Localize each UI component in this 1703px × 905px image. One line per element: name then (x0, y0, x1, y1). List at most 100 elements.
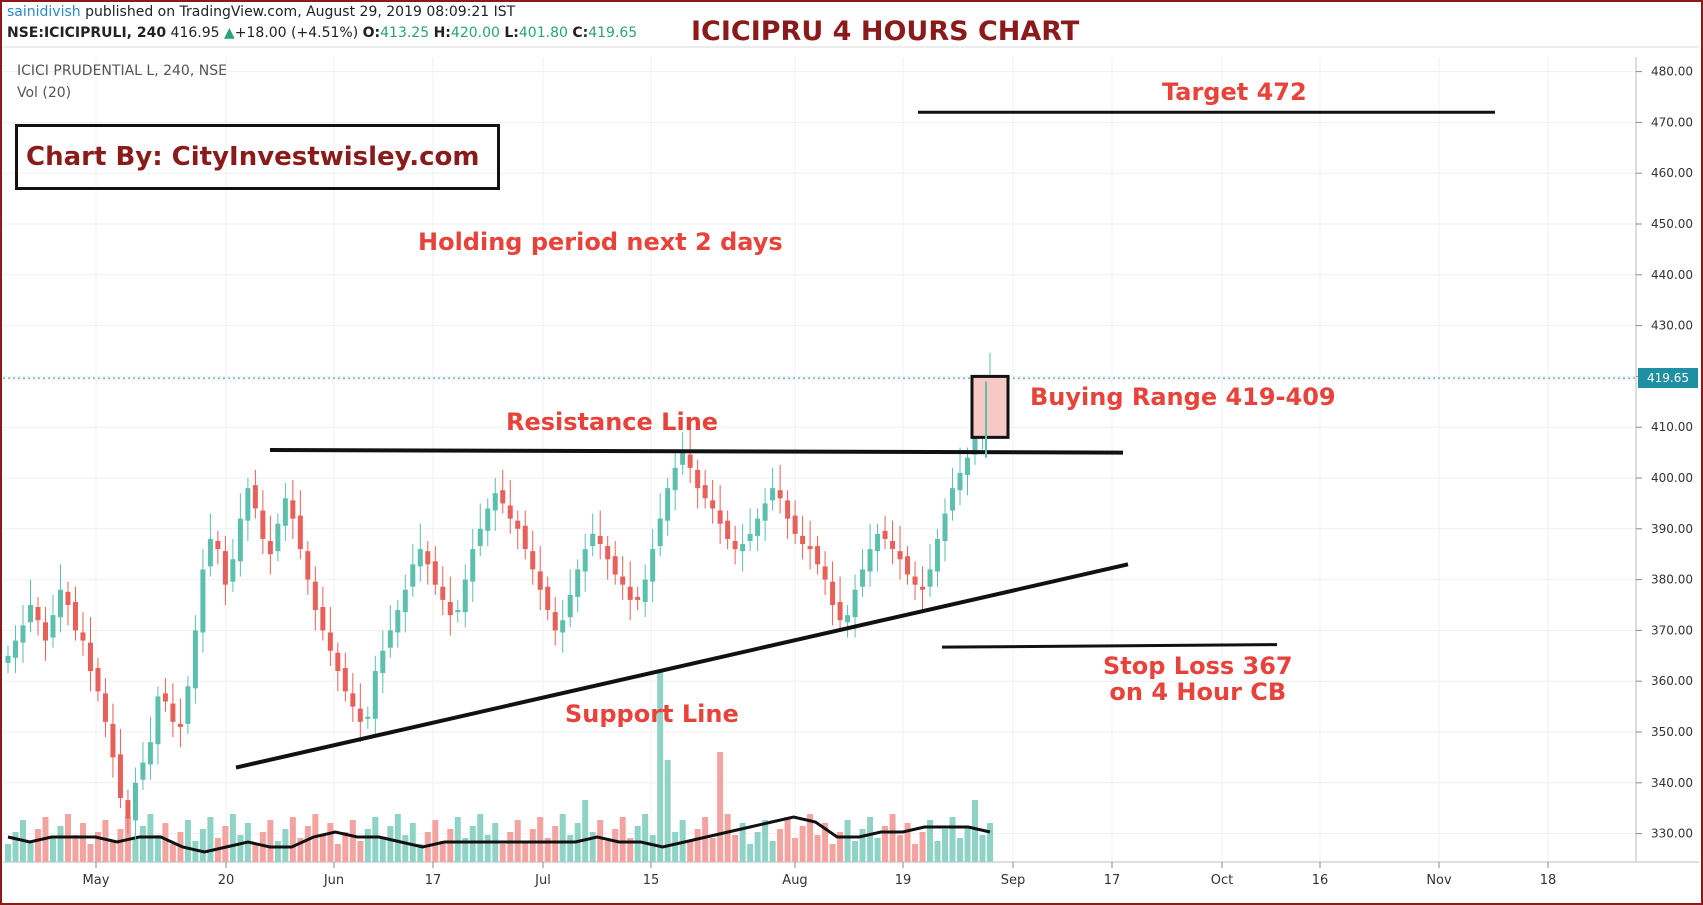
volume-bar (897, 835, 904, 862)
candle-body (12, 640, 18, 658)
candle-body (192, 630, 198, 689)
volume-bar (927, 820, 934, 862)
volume-bar (379, 838, 386, 862)
volume-bar (49, 838, 56, 862)
volume-bar (102, 820, 109, 862)
candle-body (125, 800, 131, 819)
volume-bar (747, 844, 754, 862)
volume-bar (867, 817, 874, 862)
candle-body (920, 586, 926, 590)
series-legend[interactable]: ICICI PRUDENTIAL L, 240, NSE (17, 63, 227, 79)
candle-body (545, 586, 551, 611)
volume-bar (252, 844, 259, 862)
candle-body (320, 607, 326, 631)
volume-bar (342, 832, 349, 862)
volume-legend[interactable]: Vol (20) (17, 85, 72, 101)
candle-body (170, 703, 176, 722)
chart-title: ICICIPRU 4 HOURS CHART (691, 16, 1080, 47)
candle-body (665, 488, 671, 521)
candle-body (50, 615, 56, 638)
time-axis[interactable]: May 20 Jun 17 Jul 15 Aug 19 Sep 17 Oct 16 Nov 18 (83, 862, 1557, 888)
open-value: 413.25 (380, 25, 430, 41)
candle-body (552, 612, 558, 631)
volume-bar (222, 826, 229, 862)
volume-bar (447, 829, 454, 862)
candle-body (432, 561, 438, 585)
y-tick-label: 440.00 (1651, 268, 1693, 282)
volume-bar (454, 817, 461, 862)
candle-body (95, 667, 101, 692)
candle-body (890, 540, 896, 550)
y-tick-label: 430.00 (1651, 319, 1693, 333)
volume-bars (5, 672, 993, 862)
x-tick-label: 18 (1540, 873, 1557, 888)
candle-body (42, 622, 48, 641)
volume-bar (657, 672, 664, 862)
candle-body (282, 498, 288, 526)
volume-bar (784, 817, 791, 862)
volume-bar (724, 814, 731, 862)
trend-drawings[interactable] (235, 110, 1495, 770)
symbol-info: NSE:ICICIPRULI, 240 416.95 ▲+18.00 (+4.5… (7, 25, 637, 41)
candle-body (245, 488, 251, 521)
candle-body (80, 632, 86, 641)
publisher-link[interactable]: sainidivish (7, 4, 81, 20)
price-axis[interactable]: 480.00470.00460.00450.00440.00430.00420.… (1636, 65, 1693, 841)
candle-body (275, 523, 281, 552)
candle-body (162, 693, 168, 702)
publish-text: published on TradingView.com, August 29,… (85, 4, 516, 20)
volume-bar (537, 817, 544, 862)
volume-bar (544, 838, 551, 862)
candle-body (395, 610, 401, 633)
volume-bar (507, 832, 514, 862)
candle-body (807, 546, 813, 550)
volume-bar (297, 838, 304, 862)
candle-body (72, 601, 78, 631)
volume-bar (964, 826, 971, 862)
volume-bar (942, 829, 949, 862)
y-tick-label: 460.00 (1651, 166, 1693, 180)
candle-body (327, 632, 333, 651)
candle-body (185, 686, 191, 724)
volume-bar (694, 829, 701, 862)
y-tick-label: 350.00 (1651, 725, 1693, 739)
candle-body (207, 538, 213, 567)
volume-bar (597, 820, 604, 862)
volume-bar (672, 832, 679, 862)
candle-body (237, 518, 243, 562)
symbol-name[interactable]: NSE:ICICIPRULI, 240 (7, 25, 167, 41)
candle-body (20, 625, 26, 643)
volume-bar (304, 826, 311, 862)
volume-bar (934, 841, 941, 862)
candle-body (357, 708, 363, 722)
volume-bar (5, 844, 11, 862)
volume-bar (117, 829, 124, 862)
volume-bar (417, 844, 424, 862)
candle-body (965, 457, 971, 475)
candle-body (342, 667, 348, 692)
candle-body (417, 549, 423, 567)
y-tick-label: 340.00 (1651, 776, 1693, 790)
candle-body (755, 518, 761, 536)
volume-bar (979, 835, 986, 862)
x-tick-label: Nov (1426, 873, 1452, 888)
volume-bar (874, 838, 881, 862)
candle-body (222, 551, 228, 585)
candle-body (477, 528, 483, 547)
candle-body (710, 500, 716, 509)
volume-bar (627, 838, 634, 862)
volume-bar (327, 823, 334, 862)
volume-bar (27, 841, 34, 862)
candle-body (567, 594, 573, 618)
volume-bar (769, 841, 776, 862)
candle-body (852, 589, 858, 618)
volume-bar (552, 826, 559, 862)
candle-body (800, 535, 806, 545)
volume-bar (522, 841, 529, 862)
candle-body (732, 540, 738, 550)
volume-bar (852, 841, 859, 862)
volume-bar (439, 841, 446, 862)
volume-bar (349, 820, 356, 862)
